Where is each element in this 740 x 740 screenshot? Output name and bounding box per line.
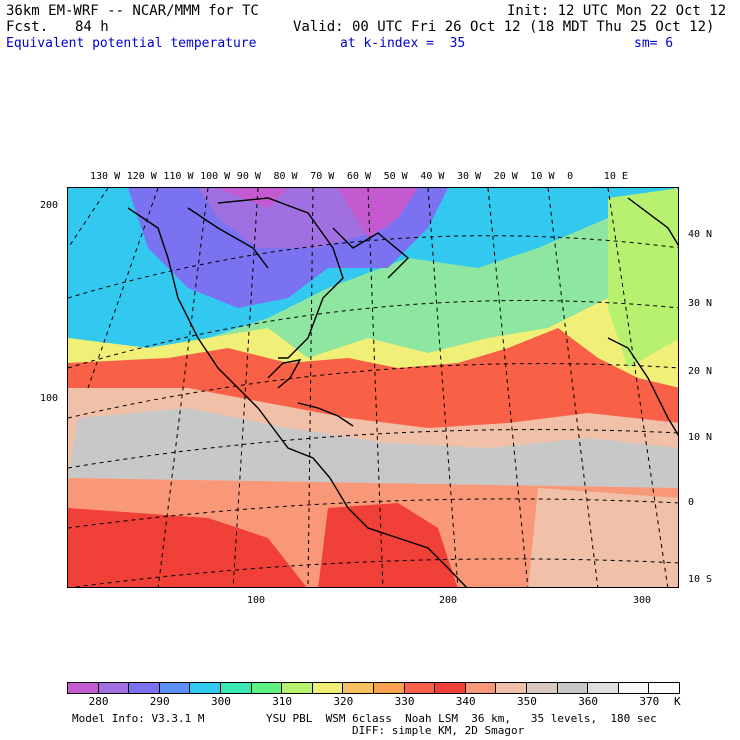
longitude-label: 50 W	[383, 171, 408, 182]
colorbar-swatch	[526, 682, 558, 694]
longitude-label: 60 W	[346, 171, 371, 182]
physics-config: YSU PBL WSM 6class Noah LSM 36 km, 35 le…	[266, 712, 657, 725]
colorbar-label: 340	[455, 695, 476, 708]
colorbar-swatch	[128, 682, 160, 694]
colorbar-label: 320	[333, 695, 354, 708]
longitude-label: 130 W	[90, 171, 121, 182]
longitude-label: 120 W	[126, 171, 157, 182]
colorbar-label: 360	[578, 695, 599, 708]
forecast-label: Fcst.	[6, 19, 49, 35]
colorbar-unit: K	[674, 695, 681, 708]
colorbar-label: 300	[211, 695, 231, 708]
latitude-label: 10 N	[688, 432, 713, 443]
colorbar-label: 280	[88, 695, 109, 708]
colorbar-swatch	[648, 682, 680, 694]
colorbar-swatch	[373, 682, 405, 694]
longitude-label: 70 W	[310, 171, 335, 182]
map-panel	[67, 187, 679, 588]
band-340-south	[68, 508, 307, 587]
longitude-label: 40 W	[420, 171, 445, 182]
colorbar-swatch	[464, 682, 497, 694]
colorbar-swatch	[220, 682, 252, 694]
colorbar-swatch	[587, 682, 619, 694]
longitude-label: 10 W	[530, 171, 555, 182]
graticule	[68, 188, 678, 587]
grid-x-label: 300	[633, 595, 652, 606]
latitude-label: 30 N	[688, 298, 713, 309]
band-340-sa	[318, 503, 458, 587]
colorbar-swatch	[67, 682, 99, 694]
colorbar-swatch	[556, 682, 589, 694]
field-name: Equivalent potential temperature	[6, 36, 257, 51]
band-360	[68, 408, 678, 488]
colorbar-swatch	[189, 682, 221, 694]
longitude-label: 80 W	[273, 171, 298, 182]
colorbar-swatch	[250, 682, 283, 694]
colorbar-swatch	[403, 682, 436, 694]
grid-x-label: 100	[247, 595, 266, 606]
colorbar-label: 370	[639, 695, 660, 708]
colorbar-swatch	[495, 682, 527, 694]
grid-y-label: 200	[40, 200, 59, 211]
smoothing-value: sm= 6	[634, 36, 674, 51]
valid-time: Valid: 00 UTC Fri 26 Oct 12 (18 MDT Thu …	[293, 19, 715, 35]
longitude-label: 20 W	[493, 171, 518, 182]
colorbar-label: 330	[394, 695, 415, 708]
diffusion-config: DIFF: simple KM, 2D Smagor	[352, 724, 525, 737]
coastlines	[127, 197, 678, 587]
latitude-label: 0	[688, 497, 695, 508]
longitude-label: 0	[567, 171, 574, 182]
level-index: at k-index = 35	[340, 36, 466, 51]
colorbar-swatch	[158, 682, 191, 694]
latitude-label: 20 N	[688, 366, 713, 377]
grid-x-label: 200	[439, 595, 458, 606]
grid-y-label: 100	[40, 393, 59, 404]
longitude-label: 10 E	[603, 171, 628, 182]
colorbar-swatch	[281, 682, 313, 694]
latitude-label: 10 S	[688, 574, 713, 585]
latitude-label: 40 N	[688, 229, 713, 240]
longitude-label: 30 W	[457, 171, 482, 182]
band-320-africa	[608, 188, 678, 368]
colorbar-swatch	[617, 682, 650, 694]
colorbar-swatch	[97, 682, 130, 694]
band-350-se	[528, 488, 678, 587]
model-info: Model Info: V3.3.1 M	[72, 712, 205, 725]
band-280	[218, 188, 288, 208]
colorbar-label: 350	[517, 695, 537, 708]
colorbar-swatch	[434, 682, 466, 694]
longitude-label: 90 W	[236, 171, 261, 182]
band-280b	[338, 188, 418, 238]
colorbar-label: 310	[272, 695, 293, 708]
theta-e-map	[68, 188, 678, 587]
model-title: 36km EM-WRF -- NCAR/MMM for TC	[6, 3, 259, 19]
init-time: Init: 12 UTC Mon 22 Oct 12	[507, 3, 727, 19]
longitude-label: 110 W	[163, 171, 194, 182]
forecast-hours: 84 h	[75, 19, 109, 35]
longitude-label: 100 W	[200, 171, 231, 182]
colorbar-swatch	[311, 682, 344, 694]
colorbar-label: 290	[149, 695, 170, 708]
colorbar-swatch	[342, 682, 374, 694]
